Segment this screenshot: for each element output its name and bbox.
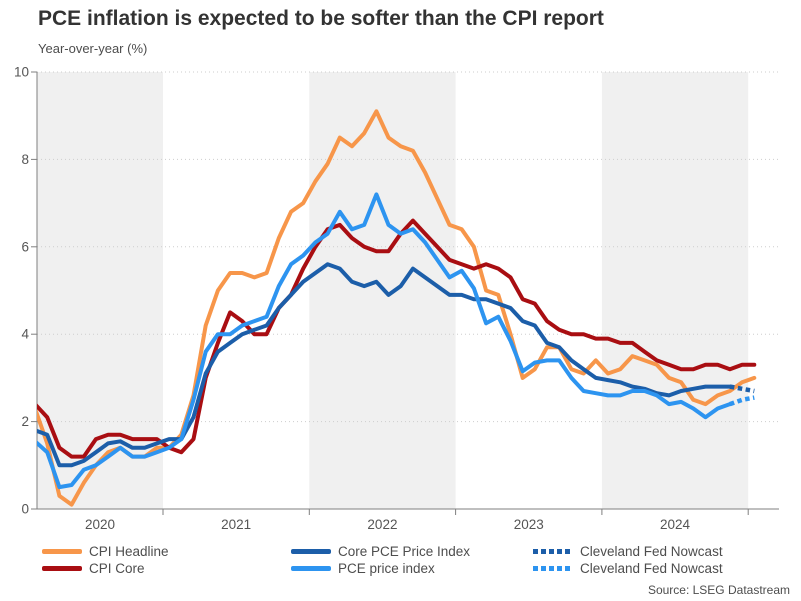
legend-swatch-dotted-icon	[533, 566, 573, 571]
legend-swatch-line-icon	[291, 566, 331, 571]
legend-label: CPI Headline	[89, 544, 169, 559]
legend-label: Core PCE Price Index	[338, 544, 471, 559]
source-note: Source: LSEG Datastream	[647, 583, 790, 597]
legend-entry-cleveland-fed-nowcast-5: Cleveland Fed Nowcast	[533, 561, 723, 576]
chart-title: PCE inflation is expected to be softer t…	[38, 7, 604, 30]
legend-entry-pce-price-index-3: PCE price index	[291, 561, 435, 576]
legend-swatch-line-icon	[42, 549, 82, 554]
legend-label: Cleveland Fed Nowcast	[580, 544, 723, 559]
legend-entry-cpi-headline-0: CPI Headline	[42, 544, 169, 559]
chart-subtitle: Year-over-year (%)	[38, 41, 148, 56]
legend-entry-cpi-core-1: CPI Core	[42, 561, 145, 576]
legend-swatch-line-icon	[291, 549, 331, 554]
legend-swatch-line-icon	[42, 566, 82, 571]
legend-entry-core-pce-price-index-2: Core PCE Price Index	[291, 544, 470, 559]
legend-swatch-dotted-icon	[533, 549, 573, 554]
legend-entry-cleveland-fed-nowcast-4: Cleveland Fed Nowcast	[533, 544, 723, 559]
legend-label: CPI Core	[89, 561, 145, 576]
legend-label: Cleveland Fed Nowcast	[580, 561, 723, 576]
legend-label: PCE price index	[338, 561, 435, 576]
